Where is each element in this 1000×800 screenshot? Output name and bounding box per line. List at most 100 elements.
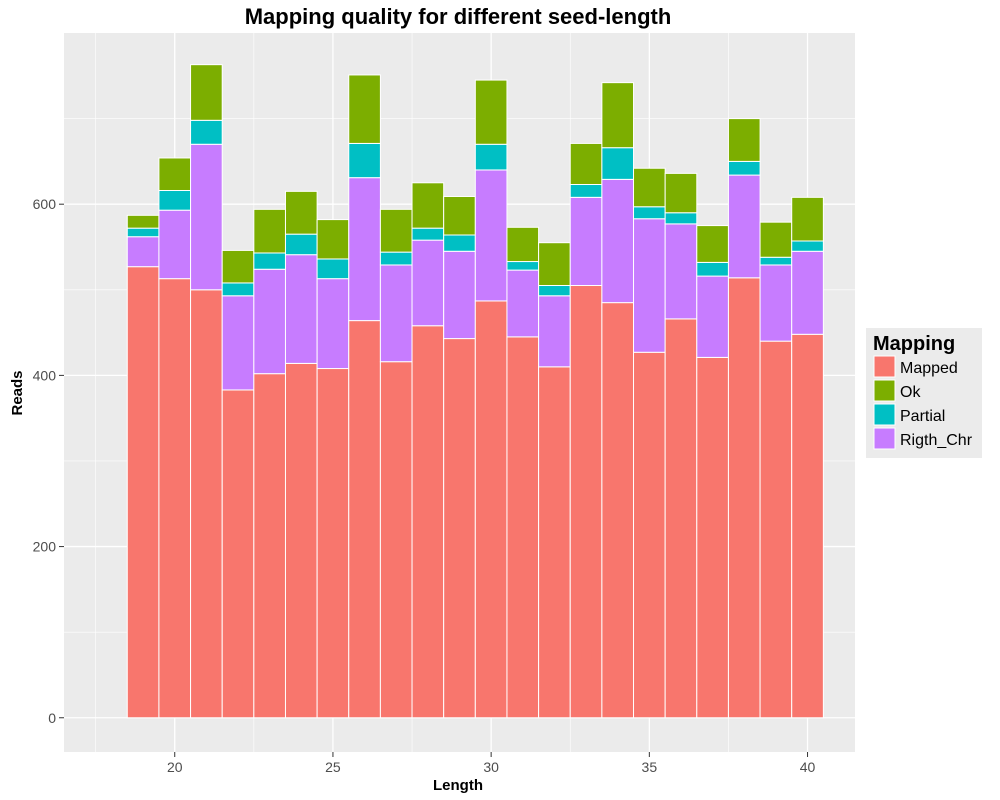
y-tick-label-600: 600	[33, 196, 57, 212]
bar-segment-rigth-chr-36	[664, 223, 698, 320]
bar-segment-partial-21	[190, 119, 223, 145]
bar-segment-partial-38	[727, 160, 761, 176]
bar-segment-mapped-34	[601, 302, 635, 719]
bar-segment-rigth-chr-23	[253, 268, 286, 375]
bar-segment-ok-31	[506, 226, 540, 263]
bar-segment-rigth-chr-22	[221, 295, 255, 391]
bar-segment-partial-20	[158, 189, 192, 211]
bar-segment-mapped-39	[759, 340, 793, 719]
legend-key-rigth-chr	[873, 427, 896, 450]
bar-segment-mapped-37	[696, 356, 729, 719]
bar-segment-partial-40	[791, 240, 824, 252]
bar-segment-mapped-40	[791, 333, 824, 719]
bar-segment-rigth-chr-29	[443, 250, 476, 340]
bar-segment-ok-28	[411, 182, 445, 229]
bar-segment-ok-35	[633, 167, 666, 208]
bar-segment-partial-32	[538, 285, 571, 297]
bar-segment-mapped-20	[158, 278, 192, 719]
x-tick-label-25: 25	[325, 759, 341, 775]
bar-segment-partial-31	[506, 261, 540, 271]
bar-segment-mapped-28	[411, 325, 445, 719]
bar-segment-mapped-29	[443, 338, 476, 719]
legend-key-ok	[873, 379, 896, 402]
bar-segment-partial-23	[253, 252, 286, 270]
bar-segment-mapped-32	[538, 366, 571, 719]
bar-segment-partial-28	[411, 227, 445, 241]
bar-segment-partial-25	[316, 258, 350, 280]
bar-segment-partial-34	[601, 147, 635, 180]
bar-segment-rigth-chr-35	[633, 218, 666, 353]
bar-segment-partial-33	[569, 184, 603, 198]
bar-segment-ok-20	[158, 157, 192, 191]
legend-label-ok: Ok	[900, 384, 921, 401]
bar-segment-mapped-24	[284, 362, 318, 719]
bar-segment-mapped-26	[348, 320, 381, 719]
legend-items: Mapped Ok Partial Rigth_Chr	[873, 355, 973, 450]
x-tick-label-35: 35	[642, 759, 658, 775]
bar-segment-partial-36	[664, 212, 698, 225]
bar-segment-ok-37	[696, 225, 729, 263]
bar-segment-mapped-27	[379, 361, 413, 719]
bar-segment-ok-27	[379, 208, 413, 253]
bar-segment-partial-24	[284, 233, 318, 256]
bar-segment-partial-26	[348, 142, 381, 179]
bar-segment-mapped-33	[569, 285, 603, 719]
bar-segment-partial-19	[126, 227, 160, 238]
x-tick-label-20: 20	[167, 759, 183, 775]
bar-segment-mapped-35	[633, 351, 666, 719]
bar-segment-rigth-chr-20	[158, 209, 192, 280]
bar-segment-rigth-chr-21	[190, 143, 223, 291]
bar-segment-ok-32	[538, 242, 571, 287]
bar-segment-ok-40	[791, 196, 824, 242]
bar-segment-partial-29	[443, 234, 476, 252]
bar-segment-mapped-31	[506, 336, 540, 719]
bar-segment-rigth-chr-30	[474, 169, 508, 302]
bar-segment-mapped-19	[126, 266, 160, 719]
bar-segment-ok-30	[474, 79, 508, 145]
x-tick-label-40: 40	[800, 759, 816, 775]
bar-segment-mapped-21	[190, 289, 223, 719]
bar-segment-rigth-chr-32	[538, 295, 571, 368]
bar-segment-ok-38	[727, 118, 761, 162]
bar-segment-partial-35	[633, 206, 666, 220]
bar-segment-ok-26	[348, 74, 381, 144]
legend-label-mapped: Mapped	[900, 360, 958, 377]
bar-segment-ok-34	[601, 82, 635, 149]
x-tick-label-30: 30	[483, 759, 499, 775]
bar-segment-partial-37	[696, 261, 729, 277]
bar-segment-rigth-chr-25	[316, 278, 350, 370]
legend: Mapping Mapped Ok Partial Rigth_Chr	[866, 328, 982, 458]
bar-segment-mapped-30	[474, 300, 508, 719]
bar-segment-ok-33	[569, 142, 603, 186]
bar-segment-partial-30	[474, 143, 508, 171]
bar-segment-ok-24	[284, 190, 318, 235]
bar-segment-ok-29	[443, 195, 476, 236]
bar-segment-mapped-25	[316, 368, 350, 719]
y-tick-label-400: 400	[33, 367, 57, 383]
bar-segment-ok-23	[253, 208, 286, 254]
y-axis-label: Reads	[9, 370, 26, 415]
bar-segment-partial-39	[759, 256, 793, 266]
bar-segment-rigth-chr-24	[284, 254, 318, 364]
bar-segment-rigth-chr-38	[727, 174, 761, 279]
bar-segment-rigth-chr-39	[759, 264, 793, 342]
bar-segment-partial-22	[221, 282, 255, 297]
bar-segment-rigth-chr-34	[601, 178, 635, 304]
bar-segment-rigth-chr-37	[696, 275, 729, 358]
bar-segment-rigth-chr-31	[506, 269, 540, 338]
bar-segment-ok-19	[126, 214, 160, 229]
bar-segment-ok-25	[316, 219, 350, 260]
bar-segment-mapped-22	[221, 389, 255, 719]
bar-segment-rigth-chr-19	[126, 236, 160, 268]
bar-stacks	[126, 64, 824, 719]
bar-segment-partial-27	[379, 251, 413, 266]
legend-key-mapped	[873, 355, 896, 378]
bar-segment-rigth-chr-33	[569, 196, 603, 287]
bar-segment-mapped-36	[664, 318, 698, 719]
chart-title: Mapping quality for different seed-lengt…	[245, 4, 672, 29]
bar-segment-ok-21	[190, 64, 223, 121]
legend-label-rigth-chr: Rigth_Chr	[900, 432, 973, 449]
legend-label-partial: Partial	[900, 408, 945, 425]
